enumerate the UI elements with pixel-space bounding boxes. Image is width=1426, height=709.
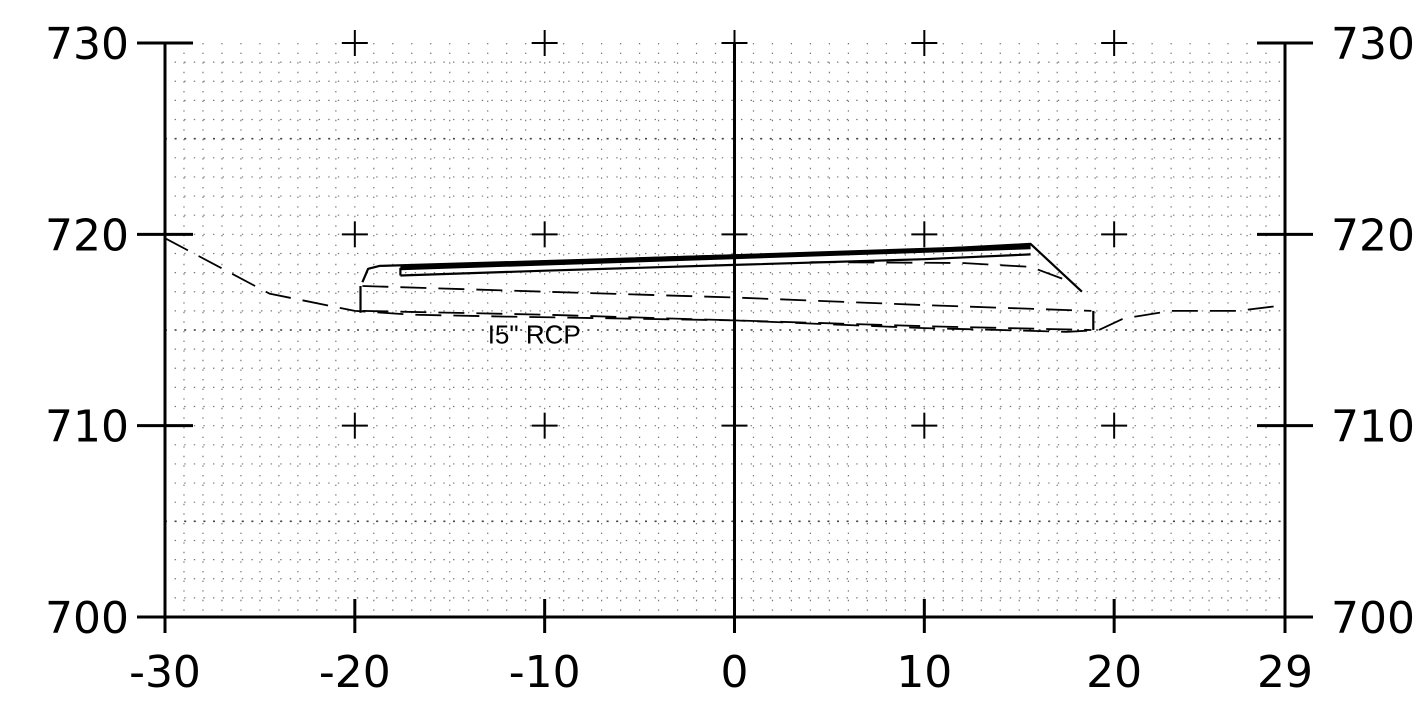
y-tick-label-left: 720 [45, 210, 129, 261]
series-line-5 [362, 285, 1092, 312]
y-tick-label-left: 700 [45, 593, 129, 644]
series-line-3 [400, 253, 1031, 277]
x-tick-label: 0 [720, 647, 748, 698]
y-tick-label-right: 720 [1331, 210, 1415, 261]
x-tick-label: -30 [129, 647, 201, 698]
x-tick-label: -10 [509, 647, 581, 698]
x-tick-label: 20 [1086, 647, 1142, 698]
y-tick-label-right: 730 [1331, 19, 1415, 70]
y-tick-label-right: 710 [1331, 402, 1415, 453]
y-tick-label-right: 700 [1331, 593, 1415, 644]
series-line-2 [400, 244, 1031, 271]
x-tick-label: -20 [319, 647, 391, 698]
annotation-label: I5" RCP [488, 319, 581, 349]
x-tick-label: 10 [896, 647, 952, 698]
y-tick-label-left: 730 [45, 19, 129, 70]
series-line-7 [810, 261, 1068, 282]
series-line-6 [362, 310, 1092, 331]
y-tick-label-left: 710 [45, 402, 129, 453]
series-line-0 [164, 237, 1286, 333]
x-tick-label: 29 [1257, 647, 1313, 698]
